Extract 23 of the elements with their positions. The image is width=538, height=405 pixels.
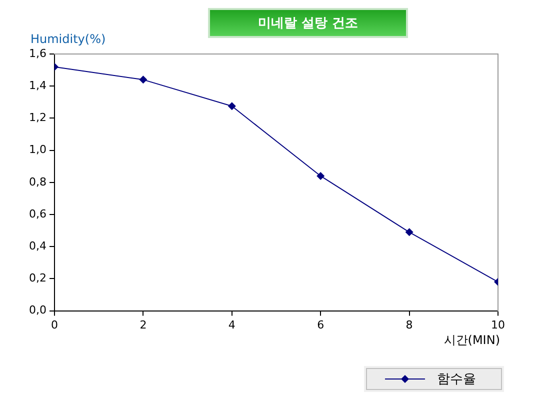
y-tick-label: 0,0 (28, 304, 46, 317)
point (228, 102, 236, 110)
point (316, 172, 325, 180)
y-tick-label: 1,2 (28, 111, 46, 124)
y-tick-label: 1,6 (28, 46, 46, 60)
x-tick-label: 4 (228, 318, 236, 332)
y-tick-label: 1,0 (28, 143, 46, 156)
legend-label: 함수율 (437, 371, 476, 388)
point (139, 76, 148, 84)
x-axis-title: 시간(MIN) (444, 332, 500, 347)
y-tick-label: 0,4 (28, 239, 46, 252)
x-tick-label: 6 (317, 318, 324, 332)
x-tick-label: 2 (140, 318, 147, 332)
chart-title: 미네랄 설탕 건조 (208, 8, 408, 38)
y-tick-label: 0,6 (28, 207, 46, 220)
y-tick-label: 0,8 (28, 175, 46, 188)
x-tick-label: 10 (491, 318, 505, 332)
y-axis-title: Humidity(%) (30, 32, 106, 46)
y-tick-label: 0,2 (28, 272, 46, 285)
x-tick-label: 0 (50, 318, 58, 332)
point (405, 228, 414, 236)
y-tick-label: 1,4 (28, 78, 46, 92)
x-tick-label: 8 (406, 318, 413, 332)
